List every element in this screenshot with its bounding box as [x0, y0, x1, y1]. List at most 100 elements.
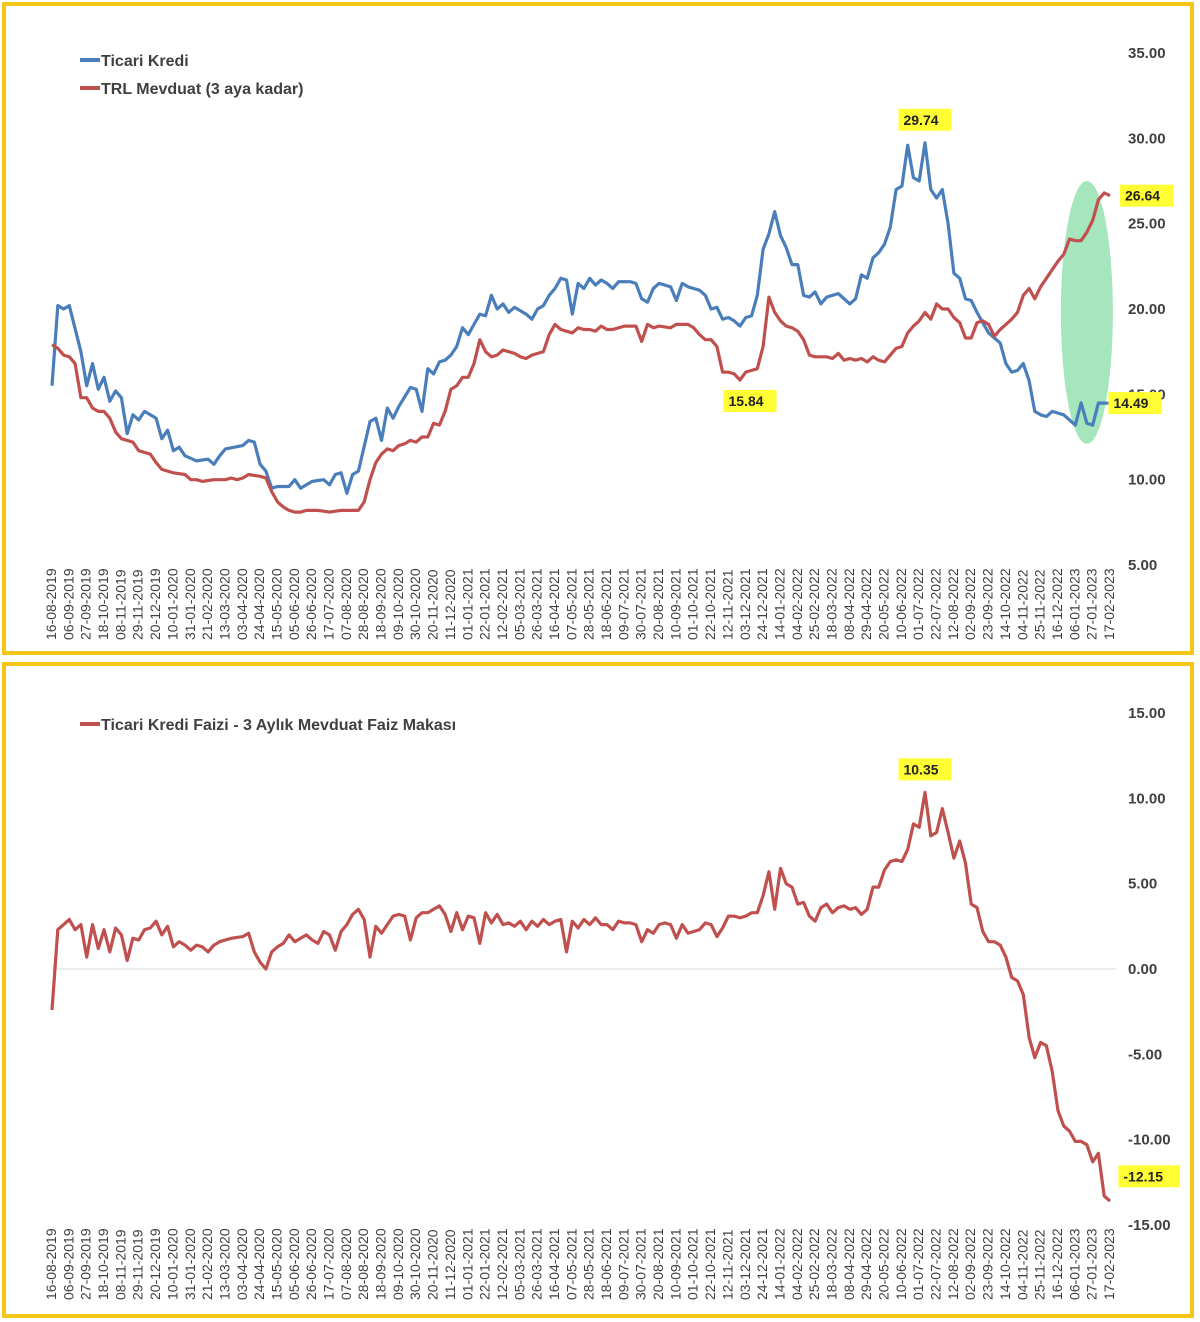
x-tick-label: 09-10-2020 — [390, 1228, 406, 1300]
bottom-chart-panel: 15.00 10.00 5.00 0.00 -5.00 -10.00 -15.00 16-08… — [2, 662, 1194, 1318]
highlight-ellipse — [1060, 181, 1113, 444]
x-tick-label: 10-06-2022 — [893, 568, 909, 640]
x-tick-label: 16-12-2022 — [1049, 568, 1065, 640]
x-tick-label: 01-01-2021 — [459, 1228, 475, 1300]
x-tick-label: 10-06-2022 — [893, 1228, 909, 1300]
x-tick-label: 18-09-2020 — [373, 1228, 389, 1300]
callout-label: 14.49 — [1113, 395, 1148, 411]
callout-box — [1118, 1165, 1180, 1188]
x-tick-label: 25-02-2022 — [806, 568, 822, 640]
x-tick-label: 14-10-2022 — [997, 1228, 1013, 1300]
x-tick-label: 05-06-2020 — [286, 568, 302, 640]
x-tick-label: 30-07-2021 — [633, 1228, 649, 1300]
series-line-1 — [51, 191, 1111, 514]
x-tick-label: 06-09-2019 — [60, 1228, 76, 1300]
x-tick-label: 17-02-2023 — [1101, 568, 1117, 640]
x-tick-label: 25-11-2022 — [1032, 569, 1048, 640]
x-tick-label: 21-02-2020 — [199, 1228, 215, 1300]
y-tick-label: 10.00 — [1128, 790, 1166, 807]
x-tick-label: 15-05-2020 — [268, 568, 284, 640]
x-tick-label: 20-12-2019 — [147, 568, 163, 640]
x-tick-label: 03-04-2020 — [234, 568, 250, 640]
x-tick-label: 16-08-2019 — [43, 568, 59, 640]
y-tick-label: -15.00 — [1128, 1217, 1171, 1234]
y-tick-label: 0.00 — [1128, 961, 1157, 978]
callout-box — [1108, 392, 1162, 415]
commercial-loan-vs-deposit-rate-chart: 35.0030.0025.0020.0015.0010.005.0016-08-… — [43, 45, 1173, 640]
callout-label: 10.35 — [903, 761, 938, 777]
y-tick-label: 5.00 — [1128, 876, 1157, 893]
x-tick-label: 24-12-2021 — [754, 1228, 770, 1300]
x-tick-label: 03-12-2021 — [737, 1228, 753, 1300]
x-tick-label: 07-05-2021 — [563, 1228, 579, 1300]
x-tick-label: 13-03-2020 — [216, 1228, 232, 1300]
x-tick-label: 08-11-2019 — [112, 569, 128, 640]
x-tick-label: 12-11-2021 — [719, 569, 735, 640]
x-tick-label: 27-09-2019 — [78, 1228, 94, 1300]
x-tick-label: 11-12-2020 — [442, 1229, 458, 1300]
x-tick-label: 10-01-2020 — [164, 568, 180, 640]
x-tick-label: 16-04-2021 — [546, 1228, 562, 1300]
x-tick-label: 31-01-2020 — [182, 568, 198, 640]
x-tick-label: 01-10-2021 — [685, 568, 701, 640]
x-tick-label: 20-11-2020 — [425, 569, 441, 640]
x-tick-label: 22-10-2021 — [702, 1228, 718, 1300]
x-tick-label: 20-08-2021 — [650, 1228, 666, 1300]
x-tick-label: 12-11-2021 — [719, 1229, 735, 1300]
y-tick-label: 25.00 — [1128, 216, 1166, 233]
x-tick-label: 18-10-2019 — [95, 568, 111, 640]
x-tick-label: 06-09-2019 — [60, 568, 76, 640]
x-tick-label: 22-01-2021 — [477, 568, 493, 640]
x-tick-label: 09-07-2021 — [615, 1228, 631, 1300]
x-tick-label: 14-10-2022 — [997, 568, 1013, 640]
x-tick-label: 20-05-2022 — [876, 1228, 892, 1300]
x-tick-label: 29-11-2019 — [130, 1229, 146, 1300]
x-tick-label: 04-11-2022 — [1014, 1229, 1030, 1300]
x-tick-label: 01-10-2021 — [685, 1228, 701, 1300]
x-tick-label: 03-12-2021 — [737, 568, 753, 640]
series-line-0 — [50, 790, 1112, 1203]
x-tick-label: 18-10-2019 — [95, 1228, 111, 1300]
callout-box — [898, 108, 952, 131]
x-tick-label: 06-01-2023 — [1066, 568, 1082, 640]
x-tick-label: 18-06-2021 — [598, 1228, 614, 1300]
x-tick-label: 22-07-2022 — [928, 1228, 944, 1300]
x-tick-label: 08-04-2022 — [841, 568, 857, 640]
x-tick-label: 04-11-2022 — [1014, 569, 1030, 640]
callout-label: 15.84 — [728, 393, 763, 409]
x-tick-label: 12-02-2021 — [494, 1228, 510, 1300]
x-tick-label: 15-05-2020 — [268, 1228, 284, 1300]
x-tick-label: 31-01-2020 — [182, 1228, 198, 1300]
x-tick-label: 05-03-2021 — [511, 568, 527, 640]
x-tick-label: 02-09-2022 — [962, 568, 978, 640]
x-tick-label: 12-08-2022 — [945, 568, 961, 640]
callout-box — [898, 758, 952, 781]
y-tick-label: -10.00 — [1128, 1132, 1171, 1149]
x-tick-label: 02-09-2022 — [962, 1228, 978, 1300]
x-tick-label: 25-11-2022 — [1032, 1229, 1048, 1300]
x-tick-label: 17-02-2023 — [1101, 1228, 1117, 1300]
x-tick-label: 30-10-2020 — [407, 1228, 423, 1300]
x-tick-label: 26-03-2021 — [529, 568, 545, 640]
x-tick-label: 09-10-2020 — [390, 568, 406, 640]
x-tick-label: 28-05-2021 — [581, 1228, 597, 1300]
x-tick-label: 23-09-2022 — [980, 1228, 996, 1300]
x-tick-label: 04-02-2022 — [789, 1228, 805, 1300]
x-tick-label: 03-04-2020 — [234, 1228, 250, 1300]
x-tick-label: 07-08-2020 — [338, 568, 354, 640]
x-tick-label: 11-12-2020 — [442, 569, 458, 640]
x-tick-label: 01-07-2022 — [910, 1228, 926, 1300]
x-tick-label: 20-11-2020 — [425, 1229, 441, 1300]
x-tick-label: 30-07-2021 — [633, 568, 649, 640]
callout-label: -12.15 — [1123, 1168, 1163, 1184]
y-tick-label: -5.00 — [1128, 1046, 1162, 1063]
x-tick-label: 29-11-2019 — [130, 569, 146, 640]
callout-label: 29.74 — [903, 112, 938, 128]
x-tick-label: 10-09-2021 — [667, 568, 683, 640]
x-tick-label: 12-02-2021 — [494, 568, 510, 640]
x-tick-label: 18-03-2022 — [823, 568, 839, 640]
x-tick-label: 01-01-2021 — [459, 568, 475, 640]
callout-label: 26.64 — [1125, 188, 1160, 204]
x-tick-label: 16-08-2019 — [43, 1228, 59, 1300]
x-tick-label: 10-01-2020 — [164, 1228, 180, 1300]
